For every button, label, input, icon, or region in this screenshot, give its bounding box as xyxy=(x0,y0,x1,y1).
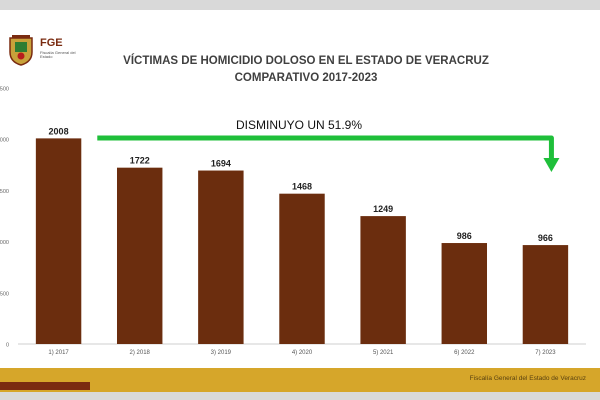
logo-subtitle: Fiscalía General del Estado xyxy=(40,50,76,59)
arrow-line xyxy=(97,135,554,160)
x-tick-label: 5) 2021 xyxy=(373,350,394,356)
bar-value-label: 1468 xyxy=(292,182,312,192)
footer-stripe xyxy=(0,382,90,390)
x-tick-label: 6) 2022 xyxy=(454,350,475,356)
coat-of-arms-icon xyxy=(9,35,33,66)
logo-abbreviation: FGE xyxy=(40,37,63,49)
y-tick-label: 500 xyxy=(0,291,9,297)
bar xyxy=(522,245,569,344)
slide: FGE Fiscalía General del Estado VÍCTIMAS… xyxy=(0,10,600,392)
x-tick-label: 2) 2018 xyxy=(130,350,151,356)
bar xyxy=(116,167,163,344)
y-axis: 0 500 1000 1500 2000 2500 xyxy=(0,87,9,349)
y-tick-label: 2000 xyxy=(0,138,9,144)
fge-logo: FGE Fiscalía General del Estado xyxy=(6,34,96,74)
footer-band xyxy=(0,368,600,392)
bar xyxy=(35,138,82,344)
bar-chart: 0 500 1000 1500 2000 2500 2008 1) 2017 1722 2) 2… xyxy=(0,87,586,356)
bar-value-label: 986 xyxy=(457,231,472,241)
x-tick-label: 3) 2019 xyxy=(211,350,232,356)
decrease-annotation: DISMINUYO UN 51.9% xyxy=(236,118,363,132)
bar-value-label: 1694 xyxy=(211,159,231,169)
arrow-head xyxy=(543,158,560,172)
x-tick-label: 7) 2023 xyxy=(535,350,556,356)
bar-value-label: 966 xyxy=(538,233,553,243)
y-tick-label: 1000 xyxy=(0,240,9,246)
x-tick-label: 1) 2017 xyxy=(48,350,69,356)
x-tick-label: 4) 2020 xyxy=(292,350,313,356)
y-tick-label: 2500 xyxy=(0,87,9,93)
footer-text: Fiscalía General del Estado de Veracruz xyxy=(469,375,586,382)
bar xyxy=(279,193,325,344)
chart-title-line-1: VÍCTIMAS DE HOMICIDIO DOLOSO EN EL ESTAD… xyxy=(123,55,489,67)
y-tick-label: 0 xyxy=(6,343,9,349)
bar-value-label: 1722 xyxy=(130,156,150,166)
bars-group: 2008 1) 2017 1722 2) 2018 1694 3) 2019 1468 4) … xyxy=(35,126,569,356)
bar-value-label: 2008 xyxy=(49,126,69,136)
bar xyxy=(360,216,406,344)
chart-title: VÍCTIMAS DE HOMICIDIO DOLOSO EN EL ESTAD… xyxy=(96,53,516,87)
bar xyxy=(441,243,488,344)
y-tick-label: 1500 xyxy=(0,189,9,195)
chart-title-line-2: COMPARATIVO 2017-2023 xyxy=(234,72,378,84)
bar-value-label: 1249 xyxy=(373,204,393,214)
bar xyxy=(198,170,244,344)
decrease-arrow xyxy=(97,135,560,172)
